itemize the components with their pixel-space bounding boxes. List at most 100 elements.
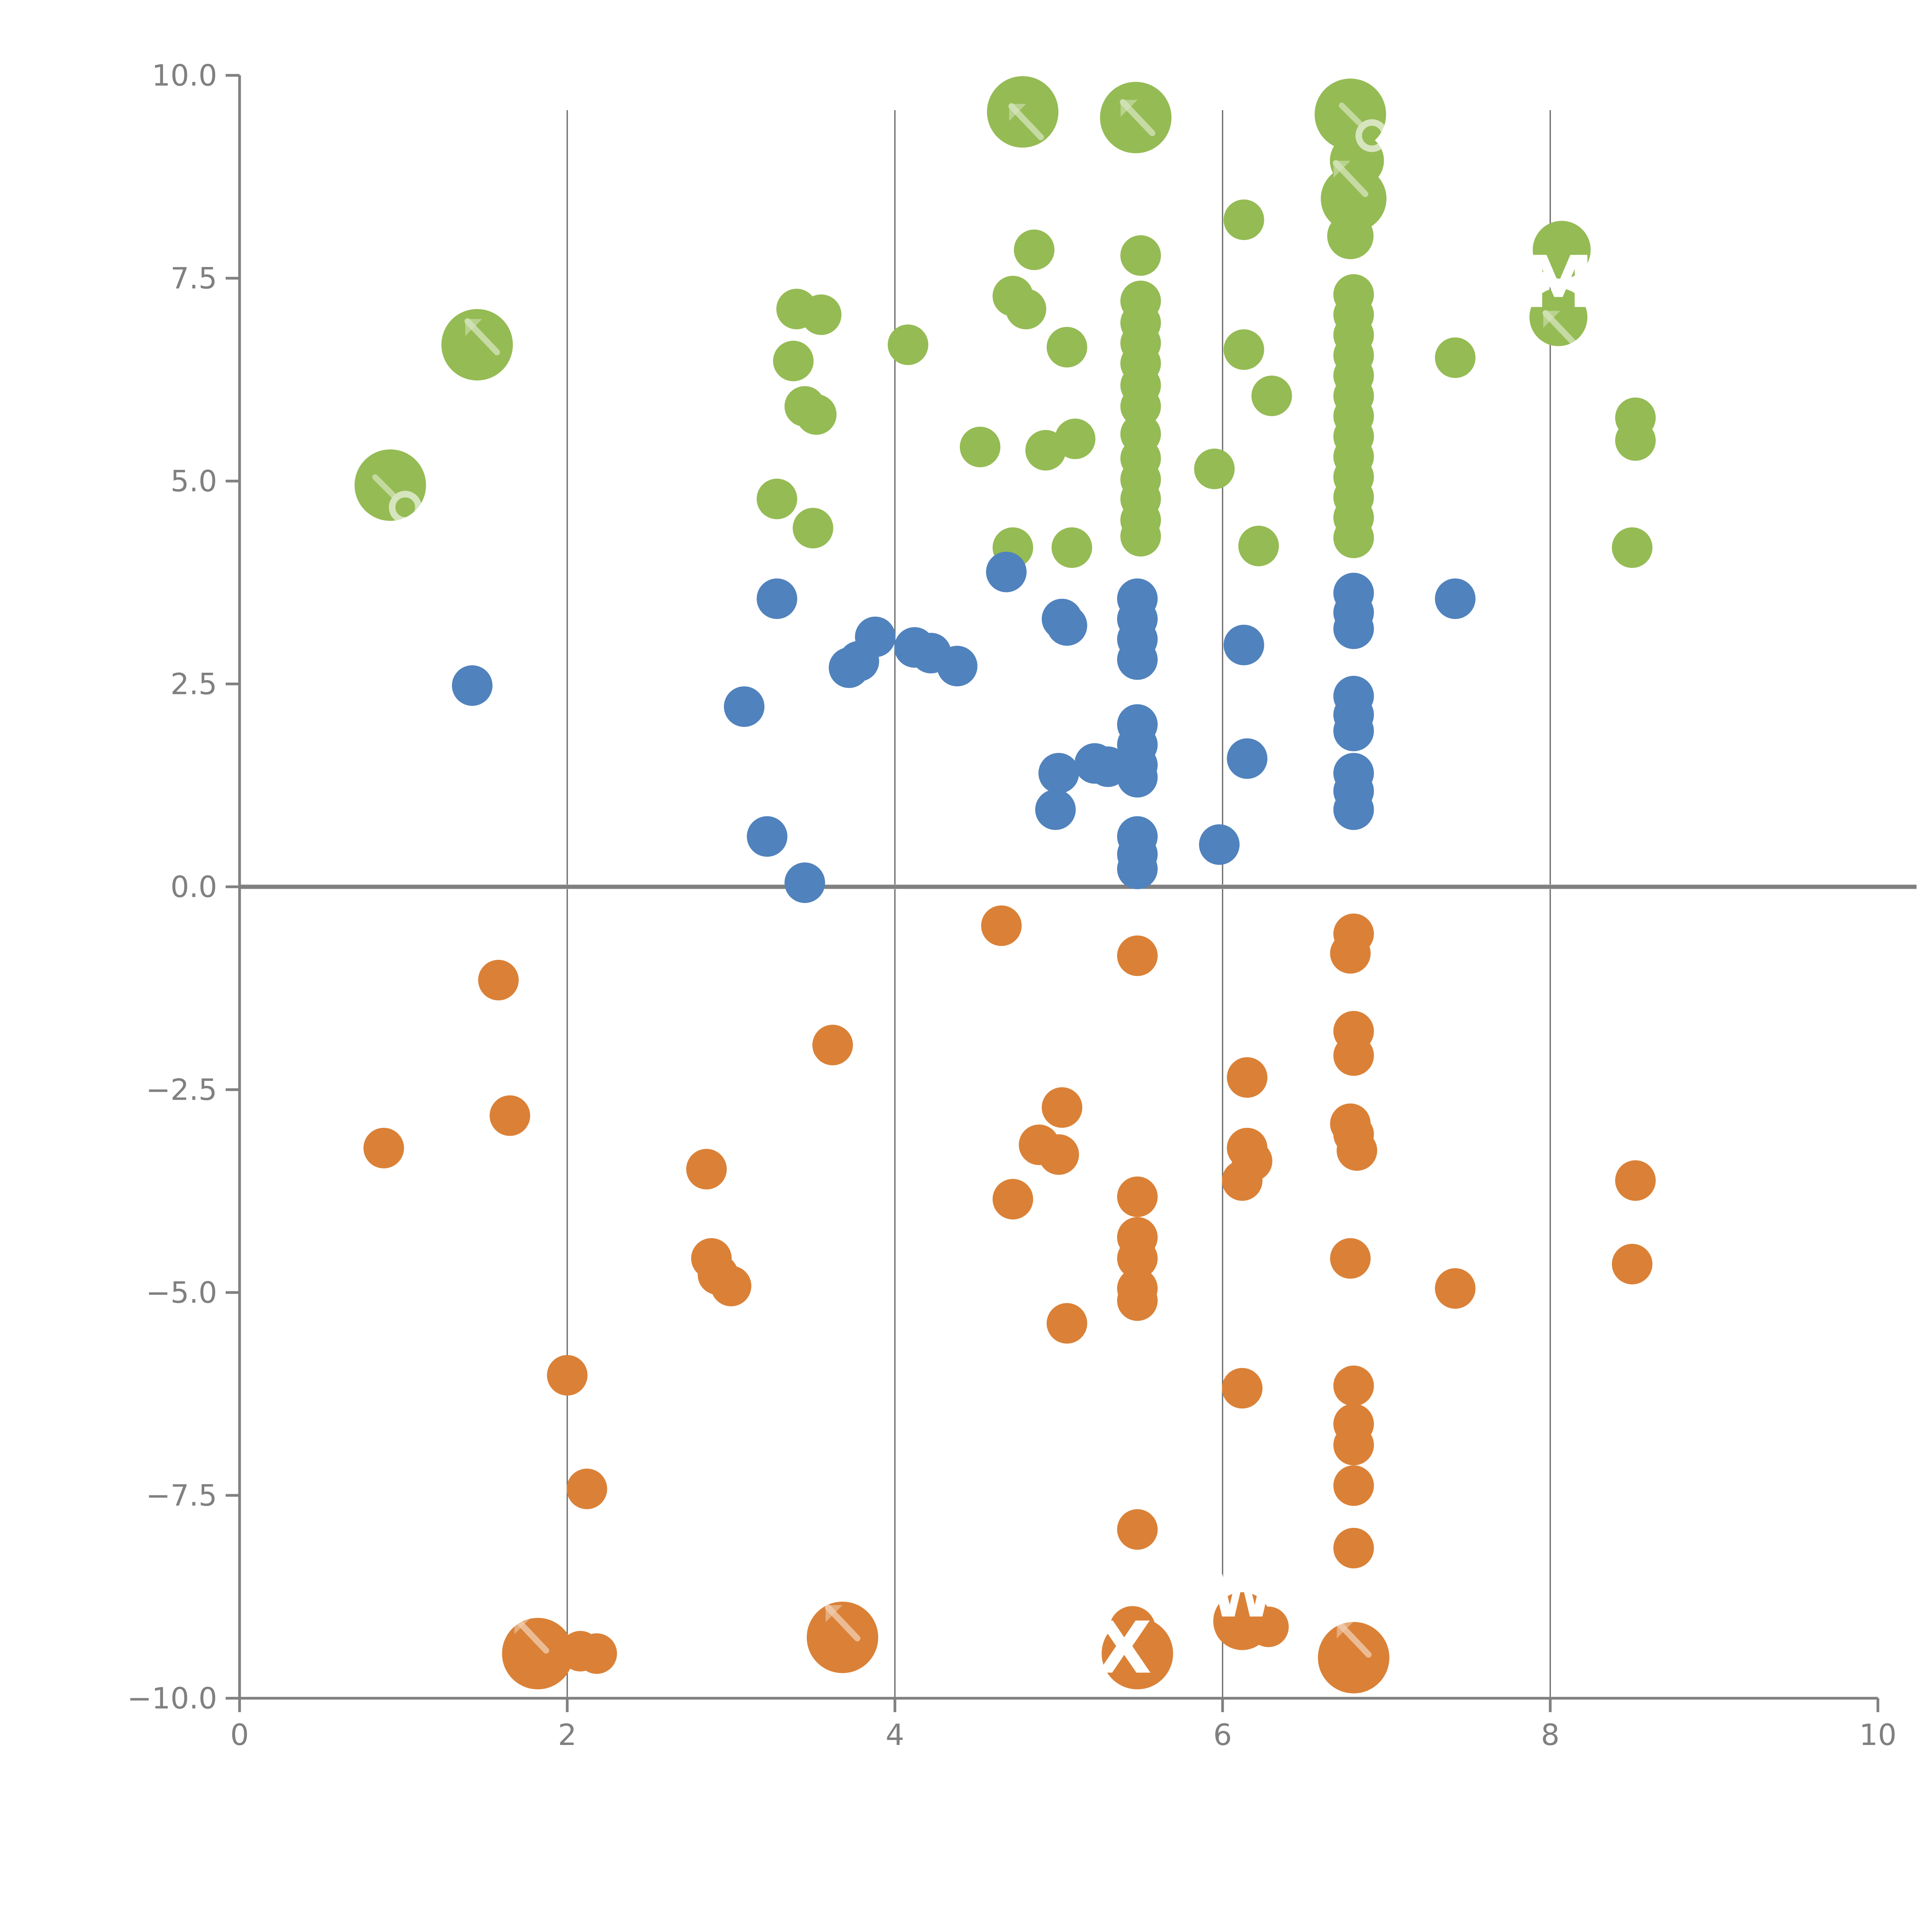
data-point-series_green [1251, 376, 1292, 416]
cursor-arrow-icon [1336, 1621, 1372, 1658]
data-point-series_green [1321, 166, 1387, 232]
annotation-letter-X: X [1097, 1606, 1152, 1690]
x-axis-tick-label: 2 [558, 1718, 577, 1752]
data-point-series_orange [490, 1095, 531, 1136]
x-axis-tick-label: 0 [230, 1718, 249, 1752]
data-point-series_orange [711, 1265, 752, 1306]
data-point-series_blue [452, 665, 493, 706]
cursor-arrow-icon [1008, 103, 1044, 140]
data-point-series_blue [937, 646, 978, 687]
data-point-series_orange [363, 1128, 404, 1168]
data-point-series_orange [981, 905, 1022, 946]
data-point-series_orange [1333, 1528, 1374, 1568]
data-point-series_blue [747, 816, 787, 857]
data-point-series_green [987, 76, 1059, 148]
cursor-arrow-icon [1120, 99, 1155, 136]
y-axis-tick-label: −5.0 [146, 1276, 217, 1310]
data-point-series_green [1120, 235, 1161, 276]
y-axis-tick-label: 2.5 [170, 667, 217, 701]
data-point-series_green [1315, 78, 1386, 150]
data-point-series_orange [566, 1468, 607, 1509]
data-point-series_blue [1046, 605, 1087, 646]
data-point-series_green [1612, 527, 1653, 568]
data-point-series_green [1223, 329, 1264, 370]
data-point-series_blue [1117, 849, 1158, 889]
data-point-series_blue [986, 551, 1027, 592]
data-point-series_green [1100, 82, 1172, 153]
data-point-series_orange [576, 1633, 617, 1674]
data-point-series_green [1005, 289, 1046, 330]
data-point-series_green [888, 324, 929, 365]
data-point-series_green [1532, 221, 1591, 279]
data-point-series_orange [1117, 1509, 1158, 1550]
data-point-series_orange [992, 1179, 1033, 1219]
data-point-series_blue [1223, 624, 1264, 665]
cursor-arrow-icon [464, 318, 500, 355]
data-point-series_orange [1333, 913, 1374, 954]
data-points-group [354, 76, 1656, 1694]
data-point-series_orange [1333, 1465, 1374, 1506]
annotation-letter-W: W [1210, 1563, 1274, 1631]
data-point-series_blue [784, 862, 825, 903]
y-axis-tick-label: 0.0 [170, 870, 217, 904]
data-point-series_green [1051, 527, 1092, 568]
data-point-series_green [1327, 213, 1374, 259]
data-point-series_orange [1038, 1134, 1079, 1175]
data-point-series_orange [812, 1025, 853, 1065]
data-point-series_green [796, 394, 837, 435]
data-point-series_orange [806, 1602, 878, 1673]
data-point-series_orange [547, 1355, 588, 1396]
data-point-series_green [441, 309, 513, 381]
data-point-series_green [773, 340, 814, 381]
data-point-series_green [1046, 327, 1087, 367]
magnifier-icon [372, 474, 422, 524]
data-point-series_orange [502, 1618, 574, 1689]
data-point-series_blue [1227, 738, 1268, 779]
data-point-series_orange [1222, 1368, 1263, 1409]
magnifier-icon [1338, 102, 1388, 152]
data-point-series_blue [1087, 746, 1128, 787]
annotations-group: M XW [372, 99, 1594, 1690]
data-point-series_green [1120, 516, 1161, 557]
cursor-arrow-icon [1333, 160, 1369, 197]
data-point-series_orange [1109, 1606, 1156, 1653]
data-point-series_blue [828, 647, 869, 688]
data-point-series_blue [1117, 639, 1158, 680]
data-point-series_green [793, 508, 833, 549]
data-point-series_orange [1041, 1087, 1082, 1128]
data-point-series_orange [1330, 1238, 1371, 1279]
data-point-series_green [1333, 517, 1374, 558]
cursor-arrow-icon [1542, 310, 1578, 347]
data-point-series_green [801, 294, 842, 335]
y-axis-tick-label: 10.0 [152, 58, 217, 93]
data-point-series_green [1194, 449, 1235, 489]
data-point-series_orange [1333, 1366, 1374, 1406]
data-point-series_blue [1035, 789, 1076, 830]
data-point-series_orange [1046, 1303, 1087, 1344]
y-axis-tick-label: 7.5 [170, 261, 217, 296]
data-point-series_blue [1333, 789, 1374, 830]
data-point-series_blue [724, 686, 765, 727]
data-point-series_green [757, 478, 798, 519]
data-point-series_orange [1117, 935, 1158, 976]
data-point-series_orange [1117, 1280, 1158, 1321]
data-point-series_orange [1227, 1057, 1268, 1098]
data-point-series_blue [1435, 578, 1476, 619]
x-axis-tick-label: 8 [1541, 1718, 1560, 1752]
data-point-series_green [354, 449, 426, 521]
annotation-letter-M: M [1523, 241, 1594, 324]
data-point-series_orange [1333, 1425, 1374, 1466]
data-point-series_blue [757, 578, 798, 619]
data-point-series_green [1014, 230, 1054, 270]
data-point-series_orange [1333, 1035, 1374, 1076]
axes-group [226, 74, 1917, 1712]
data-point-series_orange [1435, 1268, 1476, 1309]
data-point-series_orange [1248, 1606, 1289, 1647]
data-point-series_blue [1038, 753, 1079, 794]
y-axis-tick-label: −2.5 [146, 1073, 217, 1107]
data-point-series_orange [686, 1149, 727, 1190]
y-axis-tick-label: −7.5 [146, 1478, 217, 1513]
